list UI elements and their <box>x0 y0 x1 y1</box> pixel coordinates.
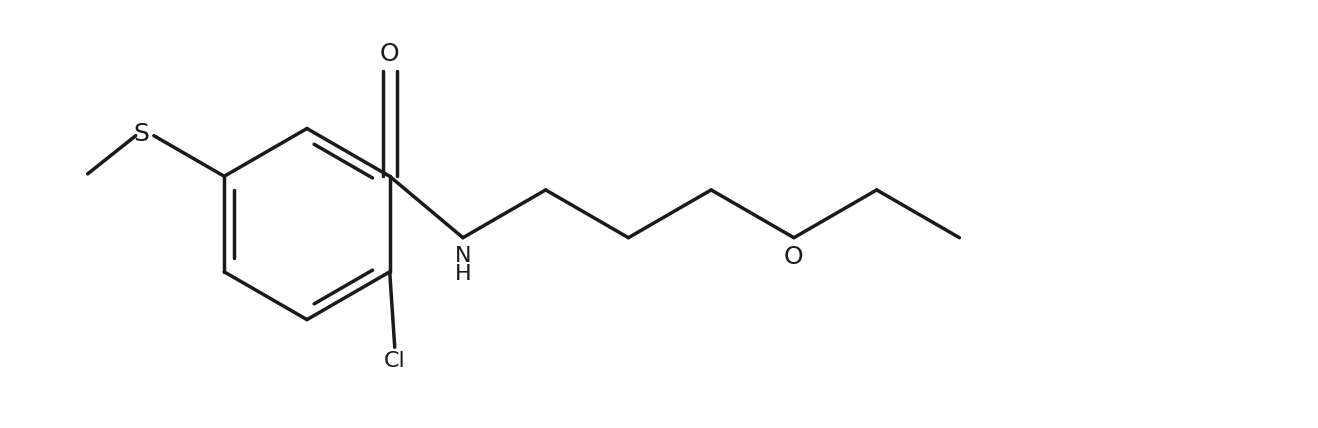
Text: Cl: Cl <box>384 351 406 372</box>
Text: N
H: N H <box>455 246 472 284</box>
Text: O: O <box>784 245 804 269</box>
Text: S: S <box>133 122 149 146</box>
Text: O: O <box>380 42 399 65</box>
